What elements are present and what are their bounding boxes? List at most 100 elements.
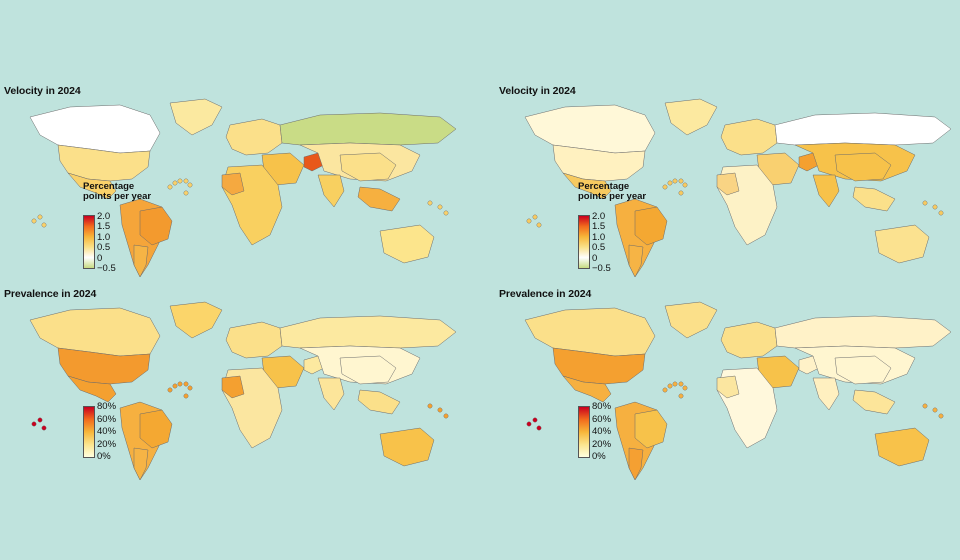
region-argentina xyxy=(628,244,644,278)
island-marker xyxy=(187,182,193,188)
island-marker xyxy=(526,421,532,427)
legend-title: Percentage points per year xyxy=(578,181,647,202)
legend-tick-label: 1.5 xyxy=(97,221,111,233)
region-se-asia xyxy=(357,389,401,415)
region-se-asia xyxy=(852,389,896,415)
legend-tick-label: 0.5 xyxy=(97,242,111,254)
legend-tick-label: −0.5 xyxy=(97,263,116,274)
region-china xyxy=(339,355,397,385)
region-argentina xyxy=(628,447,644,481)
island-marker xyxy=(536,222,542,228)
region-brazil xyxy=(634,409,668,449)
world-map xyxy=(524,98,952,278)
island-marker xyxy=(172,383,178,389)
region-usa xyxy=(552,347,646,385)
region-australia xyxy=(379,427,435,467)
region-north-america xyxy=(29,104,161,154)
island-marker xyxy=(443,210,449,216)
island-marker xyxy=(437,204,443,210)
island-marker xyxy=(672,381,678,387)
island-marker xyxy=(678,190,684,196)
region-argentina xyxy=(133,244,149,278)
legend-tick-label: 1.5 xyxy=(592,221,606,233)
island-marker xyxy=(678,178,684,184)
region-india xyxy=(317,377,345,411)
island-marker xyxy=(172,180,178,186)
legend-title: Percentage points per year xyxy=(83,181,152,202)
region-se-asia xyxy=(852,186,896,212)
island-marker xyxy=(41,425,47,431)
island-marker xyxy=(427,200,433,206)
region-brazil xyxy=(139,206,173,246)
legend-colorbar xyxy=(578,406,590,458)
region-afghanistan xyxy=(303,152,325,172)
island-marker xyxy=(922,403,928,409)
region-west-africa xyxy=(716,375,740,399)
region-north-america xyxy=(29,307,161,357)
island-marker xyxy=(678,393,684,399)
island-marker xyxy=(938,210,944,216)
island-marker xyxy=(167,387,173,393)
island-marker xyxy=(31,218,37,224)
island-marker xyxy=(536,425,542,431)
region-australia xyxy=(379,224,435,264)
island-marker xyxy=(183,381,189,387)
island-marker xyxy=(167,184,173,190)
region-europe xyxy=(720,321,778,359)
island-marker xyxy=(31,421,37,427)
legend-tick-label: 20% xyxy=(97,438,117,450)
island-marker xyxy=(183,393,189,399)
region-west-africa xyxy=(221,172,245,196)
island-marker xyxy=(37,214,43,220)
legend-tick-label: 60% xyxy=(97,413,117,425)
legend-tick-label: 0% xyxy=(97,451,111,462)
region-greenland xyxy=(664,98,718,136)
legend-tick-label: 60% xyxy=(592,413,612,425)
region-mexico xyxy=(562,172,612,200)
island-marker xyxy=(41,222,47,228)
region-europe xyxy=(720,118,778,156)
legend-tick-label: 80% xyxy=(97,401,117,412)
legend-colorbar xyxy=(83,215,95,269)
panel-velocity-right: Velocity in 2024 Percentage points per y… xyxy=(495,85,960,335)
region-australia xyxy=(874,224,930,264)
region-afghanistan xyxy=(798,152,820,172)
region-afghanistan xyxy=(303,355,325,375)
region-india xyxy=(812,377,840,411)
island-marker xyxy=(678,381,684,387)
legend-tick-label: 40% xyxy=(592,426,612,437)
island-marker xyxy=(183,178,189,184)
legend-tick-label: 20% xyxy=(592,438,612,450)
region-se-asia xyxy=(357,186,401,212)
legend-tick-label: 2.0 xyxy=(97,211,111,222)
island-marker xyxy=(682,182,688,188)
island-marker xyxy=(183,190,189,196)
island-marker xyxy=(532,214,538,220)
region-europe xyxy=(225,321,283,359)
legend-tick-label: 0 xyxy=(592,252,598,264)
region-brazil xyxy=(634,206,668,246)
region-india xyxy=(812,174,840,208)
island-marker xyxy=(443,413,449,419)
region-india xyxy=(317,174,345,208)
region-usa xyxy=(57,144,151,182)
region-mexico xyxy=(67,172,117,200)
region-china xyxy=(834,355,892,385)
island-marker xyxy=(526,218,532,224)
region-china xyxy=(834,152,892,182)
region-usa xyxy=(552,144,646,182)
legend-tick-label: 0% xyxy=(592,451,606,462)
region-greenland xyxy=(169,98,223,136)
island-marker xyxy=(662,184,668,190)
region-usa xyxy=(57,347,151,385)
panel-velocity-left: Velocity in 2024 Percentage points per y… xyxy=(0,85,470,335)
island-marker xyxy=(932,407,938,413)
island-marker xyxy=(437,407,443,413)
region-afghanistan xyxy=(798,355,820,375)
island-marker xyxy=(427,403,433,409)
region-west-africa xyxy=(221,375,245,399)
island-marker xyxy=(922,200,928,206)
region-brazil xyxy=(139,409,173,449)
legend-tick-label: 80% xyxy=(592,401,612,412)
